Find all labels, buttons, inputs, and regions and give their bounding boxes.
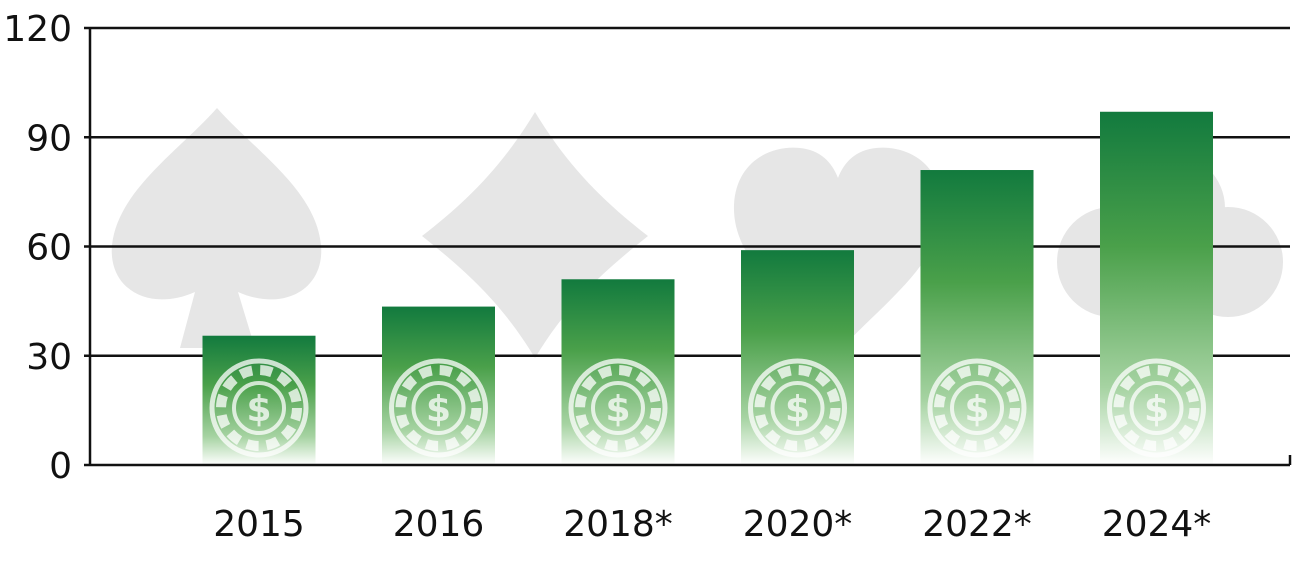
casino-chip-dollar-icon: $ [1107, 358, 1206, 458]
heart-icon [733, 147, 943, 352]
casino-chip-dollar-icon: $ [568, 358, 668, 458]
casino-chip-dollar-icon: $ [209, 358, 309, 458]
y-tick-label: 30 [26, 337, 72, 378]
casino-chip-dollar-icon: $ [927, 358, 1027, 458]
diamond-icon [422, 112, 648, 358]
bar-2020* [741, 250, 854, 465]
x-tick-label: 2022* [922, 504, 1032, 545]
svg-text:$: $ [964, 389, 989, 430]
x-tick-label: 2016 [393, 504, 485, 545]
svg-text:$: $ [605, 389, 630, 430]
y-tick-label: 0 [49, 446, 72, 487]
chip-icons: $ $ $ $ $ $ [209, 358, 1206, 458]
spade-icon [111, 108, 322, 348]
x-tick-label: 2024* [1102, 504, 1212, 545]
svg-text:$: $ [246, 389, 271, 430]
svg-text:$: $ [426, 389, 451, 430]
x-tick-label: 2015 [213, 504, 305, 545]
y-tick-label: 90 [26, 118, 72, 159]
svg-text:$: $ [1144, 389, 1169, 430]
y-axis-ticks: 0 30 60 90 120 [3, 9, 72, 487]
casino-chip-dollar-icon: $ [748, 358, 847, 458]
x-axis-ticks: 2015 2016 2018* 2020* 2022* 2024* [213, 504, 1211, 545]
y-tick-label: 120 [3, 9, 72, 50]
svg-text:$: $ [785, 389, 810, 430]
bars [202, 111, 1213, 465]
casino-chip-dollar-icon: $ [389, 358, 488, 458]
axes [84, 26, 1292, 467]
x-tick-label: 2020* [743, 504, 853, 545]
x-tick-label: 2018* [563, 504, 673, 545]
y-tick-label: 60 [26, 228, 72, 269]
